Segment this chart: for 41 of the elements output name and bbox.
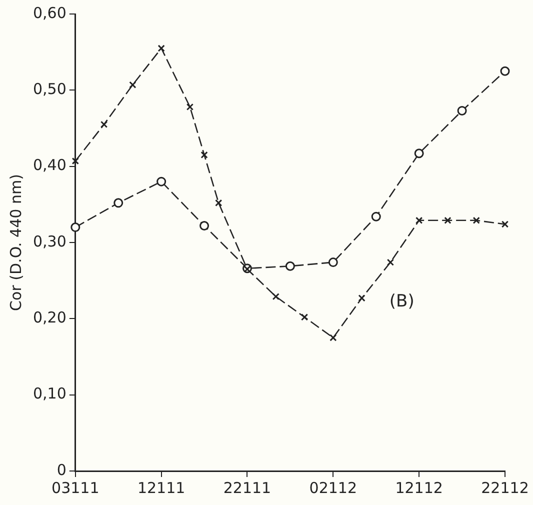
point (501, 220, 509, 228)
point (472, 216, 480, 224)
y-tick-label: 0 (56, 460, 66, 479)
point (457, 106, 467, 116)
point (500, 66, 510, 76)
point (300, 314, 308, 321)
y-tick-label: 0,40 (32, 156, 66, 174)
point (186, 103, 194, 110)
annotation: (B) (389, 291, 414, 312)
x-tick-label: 02112 (309, 478, 358, 497)
y-tick-label: 0,10 (32, 384, 66, 403)
point (114, 198, 124, 208)
y-axis-title: Cor (D.O. 440 nm) (6, 174, 25, 311)
point (358, 294, 366, 302)
point (386, 258, 394, 266)
x-tick-label: 12111 (137, 478, 186, 497)
point (371, 212, 381, 222)
x-tick-label: 12112 (395, 478, 443, 497)
y-tick-label: 0,60 (32, 4, 66, 22)
x-tick-label: 22112 (481, 478, 529, 497)
point (444, 216, 452, 224)
point (158, 44, 165, 52)
y-tick-label: 0,30 (32, 232, 66, 250)
point (156, 176, 166, 186)
point (70, 222, 80, 232)
point (100, 120, 108, 128)
y-tick-label: 0,50 (32, 80, 66, 98)
point (200, 151, 208, 158)
y-tick-label: 0,20 (32, 308, 66, 327)
point (129, 81, 136, 88)
point (414, 148, 424, 158)
point (200, 220, 210, 230)
x-tick-label: 22111 (223, 478, 272, 497)
point (215, 199, 222, 206)
point (72, 157, 79, 165)
point (272, 293, 280, 300)
point (328, 258, 338, 268)
point (285, 261, 295, 271)
x-tick-label: 03111 (52, 478, 100, 497)
point (416, 216, 423, 224)
point (330, 334, 337, 342)
